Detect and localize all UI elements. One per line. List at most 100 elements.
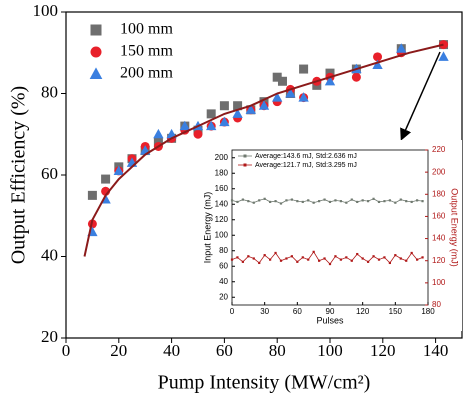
y-tick-label: 60 xyxy=(41,164,58,183)
marker xyxy=(372,197,375,200)
y2-tick-label: 180 xyxy=(432,189,446,198)
legend-label: Average:121.7 mJ, Std:3.295 mJ xyxy=(255,162,357,169)
marker xyxy=(252,257,255,260)
marker xyxy=(269,200,272,204)
marker xyxy=(87,190,97,200)
marker xyxy=(421,200,424,203)
x-tick-label: 150 xyxy=(389,307,403,316)
marker xyxy=(290,198,293,201)
y-tick-label: 40 xyxy=(41,245,58,264)
series-line xyxy=(83,43,444,257)
marker xyxy=(377,200,381,204)
marker xyxy=(236,256,239,259)
marker xyxy=(113,165,124,175)
marker xyxy=(405,259,408,262)
marker xyxy=(388,261,391,265)
marker xyxy=(263,197,266,200)
x-axis-label: Pump Intensity (MW/cm²) xyxy=(158,372,371,394)
marker xyxy=(233,101,243,111)
x-tick-label: 90 xyxy=(326,307,335,316)
marker xyxy=(193,129,203,139)
marker xyxy=(388,199,391,202)
marker xyxy=(339,200,342,203)
legend-label: 200 mm xyxy=(120,65,173,82)
legend-label: 150 mm xyxy=(120,43,173,60)
legend-label: 100 mm xyxy=(120,21,173,38)
y2-tick-label: 140 xyxy=(432,234,446,243)
marker xyxy=(179,120,190,131)
marker xyxy=(328,262,332,266)
marker xyxy=(277,76,287,86)
marker xyxy=(367,200,370,203)
inset-chart: 0 30 60 90 120 150 180 20 40 60 80 100 120 140 160 180 2… xyxy=(200,140,462,331)
marker xyxy=(312,250,315,253)
marker xyxy=(399,198,402,201)
x-tick-label: 80 xyxy=(269,341,286,360)
marker xyxy=(383,256,386,259)
marker xyxy=(318,259,321,262)
marker xyxy=(153,128,164,139)
marker xyxy=(247,255,250,258)
marker xyxy=(230,258,234,261)
marker xyxy=(263,254,266,257)
marker xyxy=(274,251,277,255)
marker xyxy=(361,257,364,260)
marker xyxy=(285,257,288,260)
marker xyxy=(356,200,359,204)
marker xyxy=(334,199,337,202)
marker xyxy=(219,116,230,127)
marker xyxy=(296,200,299,203)
y2-tick-label: 220 xyxy=(432,145,446,154)
marker xyxy=(421,256,424,259)
y-tick-label: 80 xyxy=(219,246,228,255)
marker xyxy=(334,255,337,258)
marker xyxy=(345,201,348,204)
marker xyxy=(272,92,283,102)
marker xyxy=(438,51,449,61)
y2-tick-label: 200 xyxy=(432,167,446,176)
marker xyxy=(243,154,247,158)
marker xyxy=(301,200,304,204)
y-tick-label: 100 xyxy=(215,230,229,239)
y2-tick-label: 160 xyxy=(432,212,446,221)
marker xyxy=(416,199,419,202)
y-axis-label: Input Energy (mJ) xyxy=(202,192,212,264)
marker xyxy=(339,258,342,261)
marker xyxy=(279,259,283,262)
marker xyxy=(356,252,359,256)
marker xyxy=(345,256,348,259)
marker xyxy=(166,128,177,139)
marker xyxy=(377,258,381,261)
y-tick-label: 140 xyxy=(215,199,229,208)
marker xyxy=(383,200,386,203)
marker xyxy=(301,256,304,259)
marker xyxy=(243,163,247,167)
marker xyxy=(324,75,336,86)
marker xyxy=(328,200,332,204)
x-axis-label: Pulses xyxy=(316,315,344,325)
inset-background xyxy=(200,140,462,331)
y-tick-label: 20 xyxy=(219,292,228,301)
marker xyxy=(269,258,272,261)
x-tick-label: 20 xyxy=(110,341,127,360)
y-tick-label: 40 xyxy=(219,277,228,286)
legend-label: Average:143.6 mJ, Std:2.636 mJ xyxy=(255,153,357,160)
y-tick-label: 200 xyxy=(215,153,229,162)
marker xyxy=(307,199,310,202)
marker xyxy=(252,201,255,204)
x-tick-label: 30 xyxy=(260,307,269,316)
y2-tick-label: 100 xyxy=(432,278,446,287)
y-tick-label: 120 xyxy=(215,215,229,224)
marker xyxy=(89,67,103,79)
x-tick-label: 100 xyxy=(317,341,343,360)
marker xyxy=(410,200,413,204)
marker xyxy=(258,199,261,202)
marker xyxy=(323,257,326,260)
marker xyxy=(258,261,261,265)
marker xyxy=(90,24,102,36)
marker xyxy=(312,201,315,204)
marker xyxy=(90,46,102,58)
marker xyxy=(219,101,229,111)
